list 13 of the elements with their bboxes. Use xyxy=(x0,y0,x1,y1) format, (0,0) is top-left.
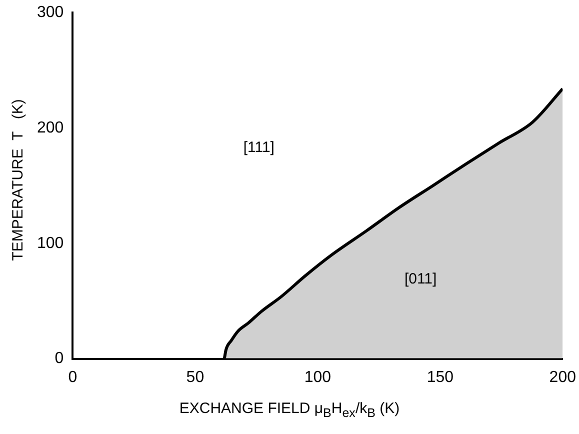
annotation: [111] xyxy=(243,138,274,156)
x-tick-label: 150 xyxy=(426,368,454,386)
y-tick-label: 200 xyxy=(36,119,64,136)
y-axis-title: TEMPERATURE T (K) xyxy=(10,99,26,261)
x-tick-label: 200 xyxy=(549,368,576,386)
x-axis-title: EXCHANGE FIELD μ$_{B}$H$_{ex}$/k$_{B}$ (K) xyxy=(178,400,401,420)
x-tick-label: 100 xyxy=(304,368,332,386)
y-tick-label: 0 xyxy=(54,350,64,368)
x-tick-label: 50 xyxy=(186,368,204,386)
annotation: [011] xyxy=(404,270,437,288)
y-tick-label: 100 xyxy=(36,234,64,252)
x-tick-label: 0 xyxy=(68,368,78,386)
y-tick-label: 300 xyxy=(36,4,64,22)
